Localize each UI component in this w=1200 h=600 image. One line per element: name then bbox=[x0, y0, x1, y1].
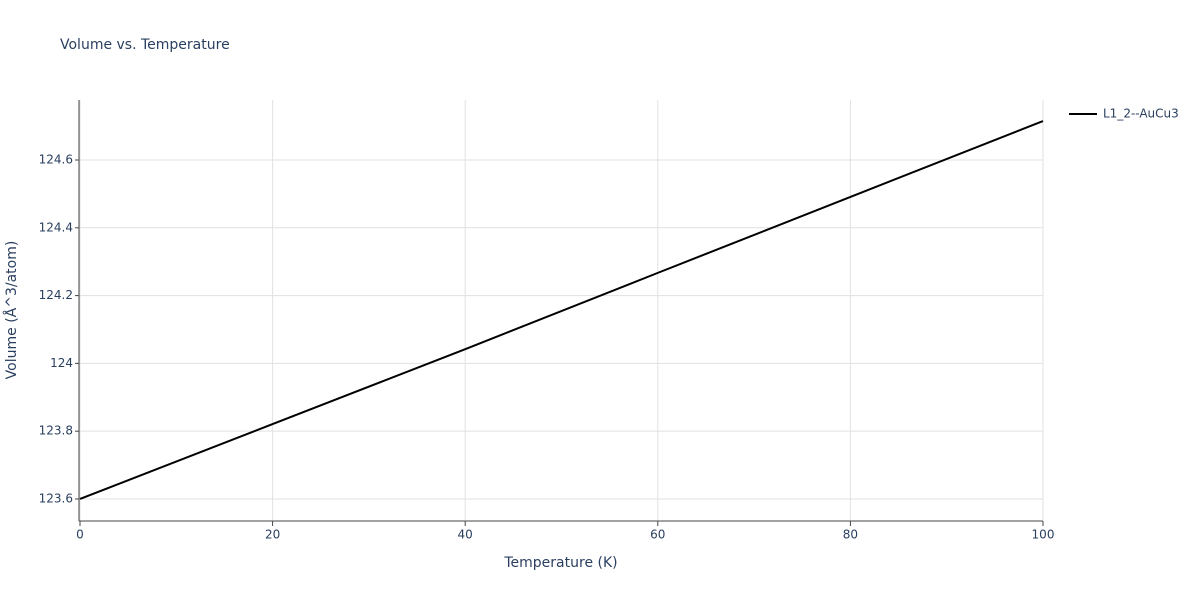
data-line bbox=[79, 120, 1044, 500]
y-tick-label: 124.6 bbox=[39, 153, 73, 167]
y-tick-label: 124.2 bbox=[39, 288, 73, 302]
y-tick-label: 123.6 bbox=[39, 491, 73, 505]
legend-label: L1_2--AuCu3 bbox=[1103, 107, 1179, 121]
x-tick-label: 100 bbox=[1032, 528, 1055, 542]
x-tick-label: 80 bbox=[843, 528, 858, 542]
y-tick-label: 124.4 bbox=[39, 220, 73, 234]
chart-title: Volume vs. Temperature bbox=[60, 37, 230, 53]
x-tick-label: 20 bbox=[265, 528, 280, 542]
y-tick-label: 124 bbox=[50, 356, 73, 370]
x-tick-label: 0 bbox=[76, 528, 84, 542]
y-axis-label: Volume (Å^3/atom) bbox=[3, 241, 20, 380]
y-tick-label: 123.8 bbox=[39, 424, 73, 438]
x-axis-label: Temperature (K) bbox=[503, 555, 617, 571]
x-tick-label: 40 bbox=[458, 528, 473, 542]
x-tick-label: 60 bbox=[650, 528, 665, 542]
